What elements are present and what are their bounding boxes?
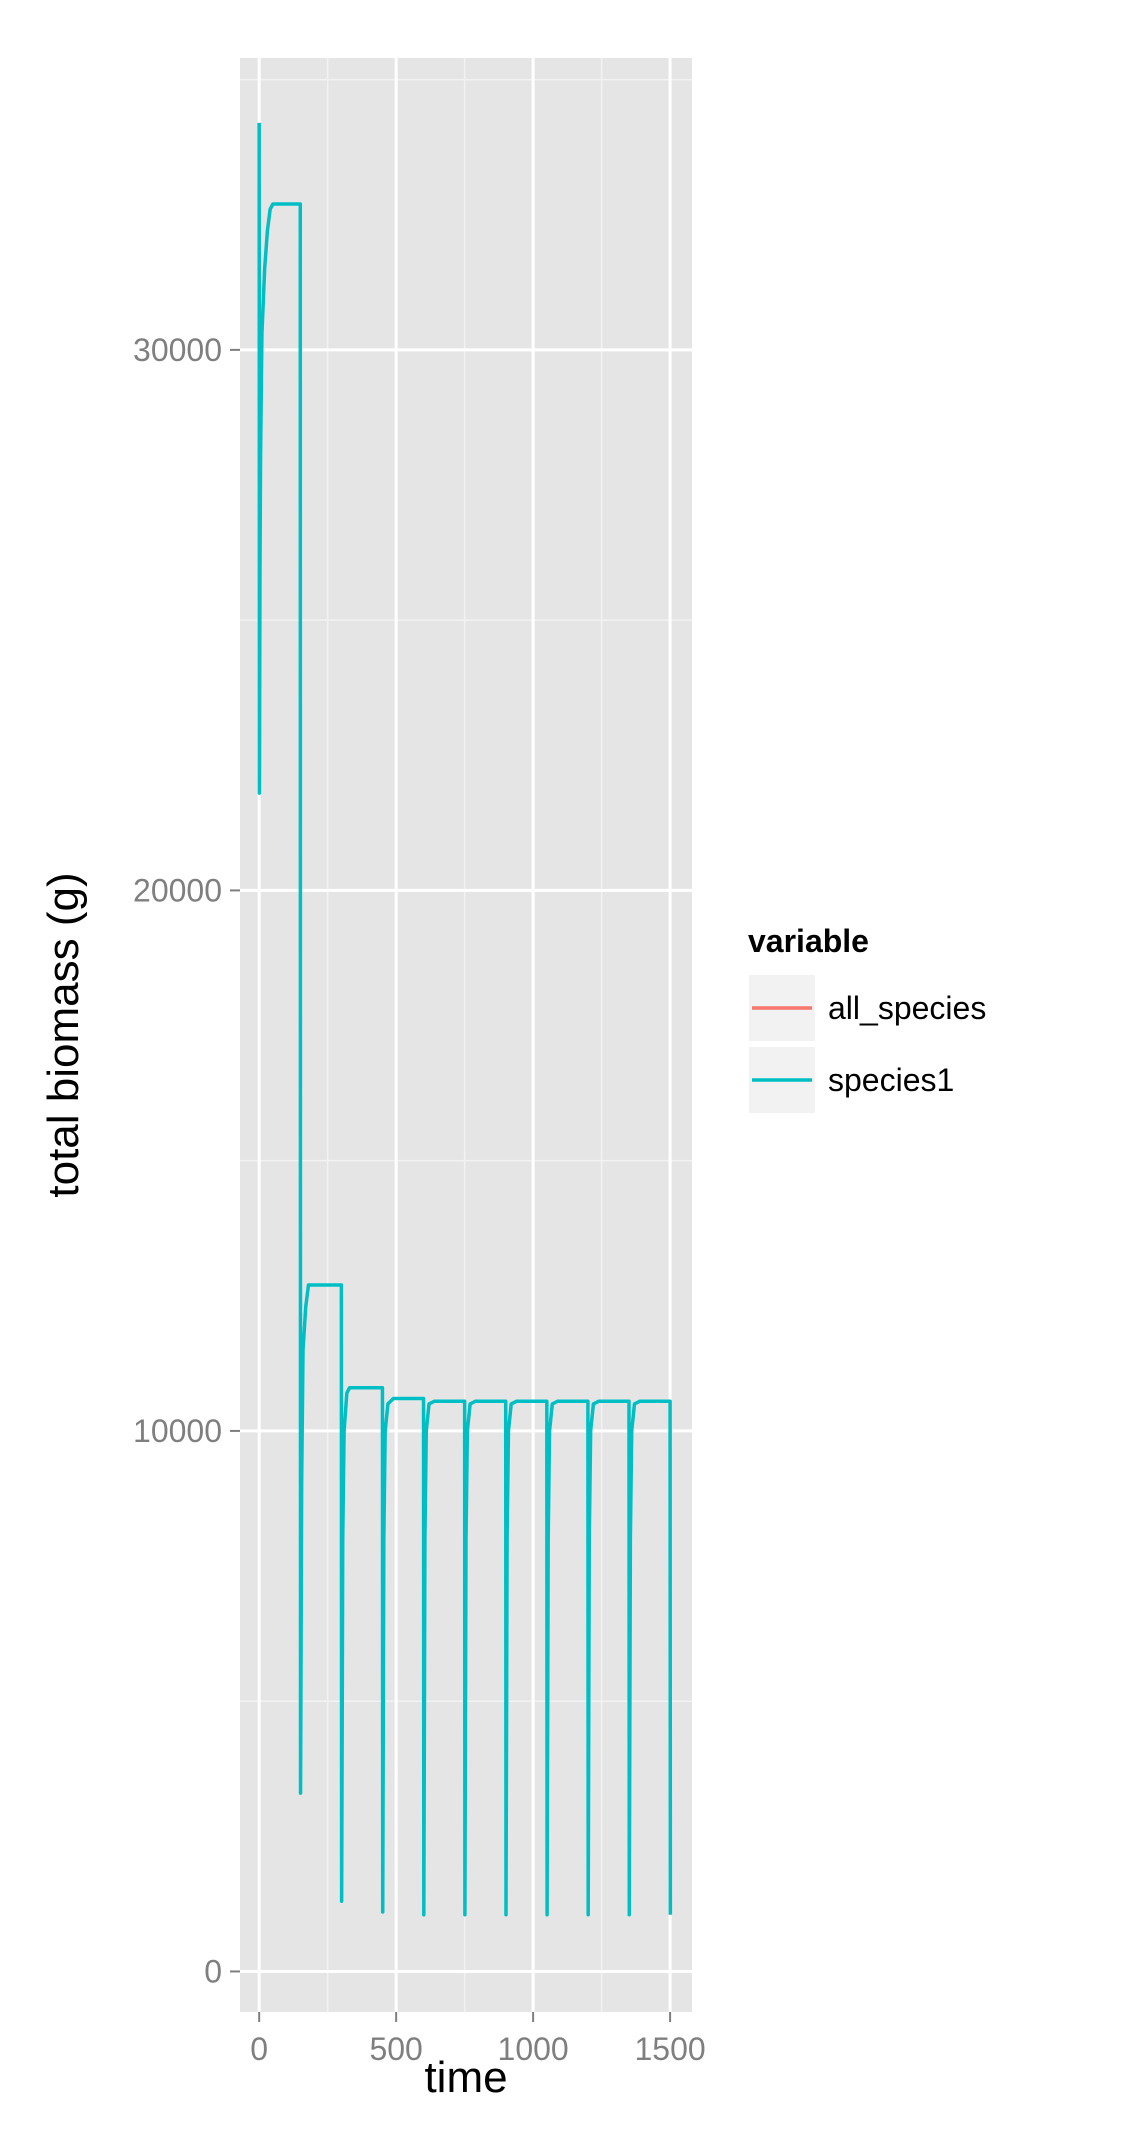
- series-line-species1: [257, 122, 673, 1917]
- x-tick-label: 500: [369, 2031, 422, 2067]
- legend: variable all_species species1: [747, 923, 986, 1115]
- x-tick-label: 1500: [634, 2031, 705, 2067]
- y-tick-label: 10000: [133, 1413, 222, 1449]
- legend-title: variable: [748, 923, 869, 959]
- x-axis: 0 500 1000 1500: [250, 2012, 706, 2067]
- x-tick-label: 0: [250, 2031, 268, 2067]
- series-layer: [257, 122, 673, 1917]
- legend-label: all_species: [828, 990, 986, 1026]
- x-axis-title: time: [424, 2053, 507, 2102]
- y-axis-title: total biomass (g): [39, 872, 88, 1197]
- y-tick-label: 20000: [133, 872, 222, 908]
- legend-entries: all_species species1: [747, 973, 986, 1115]
- y-axis: 0 10000 20000 30000: [133, 332, 240, 1989]
- minor-gridlines: [240, 58, 692, 2012]
- x-tick-label: 1000: [498, 2031, 569, 2067]
- y-tick-label: 30000: [133, 332, 222, 368]
- legend-label: species1: [828, 1062, 954, 1098]
- y-tick-label: 0: [204, 1953, 222, 1989]
